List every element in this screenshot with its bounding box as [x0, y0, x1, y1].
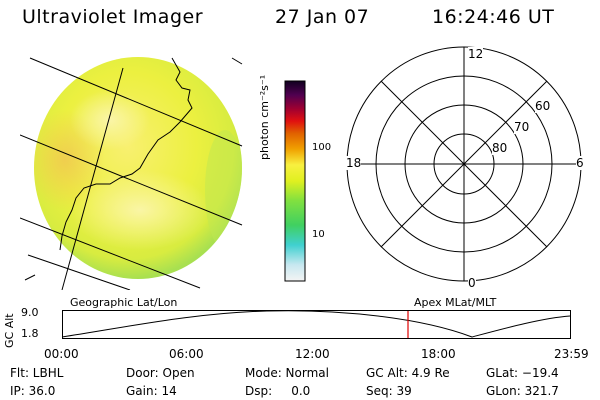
- glon-label: GLon: 321.7: [486, 384, 559, 398]
- apex-title: Apex MLat/MLT: [414, 296, 497, 309]
- mode-label: Mode: Normal: [245, 366, 329, 380]
- coastline: [59, 57, 193, 251]
- time-tick-1200: 12:00: [295, 347, 330, 361]
- gc-alt-tick-max: 9.0: [21, 306, 39, 319]
- time-tick-0600: 06:00: [169, 347, 204, 361]
- mlt-label-bottom: 0: [468, 276, 476, 290]
- ip-label: IP: 36.0: [10, 384, 56, 398]
- gc-alt-tick-min: 1.8: [21, 327, 39, 340]
- filter-label: Flt: LBHL: [10, 366, 64, 380]
- colorbar-tick-100: 100: [312, 142, 332, 153]
- colorbar-tick-10: 10: [312, 229, 325, 240]
- mlt-label-left: 18: [346, 156, 362, 170]
- seq-label: Seq: 39: [366, 384, 412, 398]
- gain-label: Gain: 14: [126, 384, 177, 398]
- lat-label-70: 70: [514, 120, 530, 134]
- lat-label-80: 80: [492, 141, 508, 155]
- geo-grid: [20, 57, 243, 290]
- time-tick-2359: 23:59: [554, 347, 589, 361]
- uv-image: [20, 57, 243, 290]
- door-label: Door: Open: [126, 366, 195, 380]
- orbit-altitude-plot: [62, 310, 571, 339]
- colorbar-label: photon cm⁻²s⁻¹: [258, 74, 271, 160]
- geographic-title: Geographic Lat/Lon: [70, 296, 178, 309]
- polar-plot: [346, 46, 582, 282]
- gc-alt-label: GC Alt: 4.9 Re: [366, 366, 450, 380]
- altitude-curve: [62, 310, 571, 338]
- gc-alt-axis-label: GC Alt: [3, 313, 16, 348]
- date-label: 27 Jan 07: [275, 6, 370, 28]
- time-tick-1800: 18:00: [421, 347, 456, 361]
- instrument-title: Ultraviolet Imager: [22, 6, 204, 28]
- mlt-label-right: 6: [576, 156, 584, 170]
- mlt-label-top: 12: [468, 47, 484, 61]
- glat-label: GLat: −19.4: [486, 366, 559, 380]
- time-tick-0000: 00:00: [44, 347, 79, 361]
- time-label: 16:24:46 UT: [432, 6, 555, 28]
- lat-label-60: 60: [535, 99, 551, 113]
- dsp-label: Dsp: 0.0: [245, 384, 311, 398]
- colorbar: [284, 80, 306, 282]
